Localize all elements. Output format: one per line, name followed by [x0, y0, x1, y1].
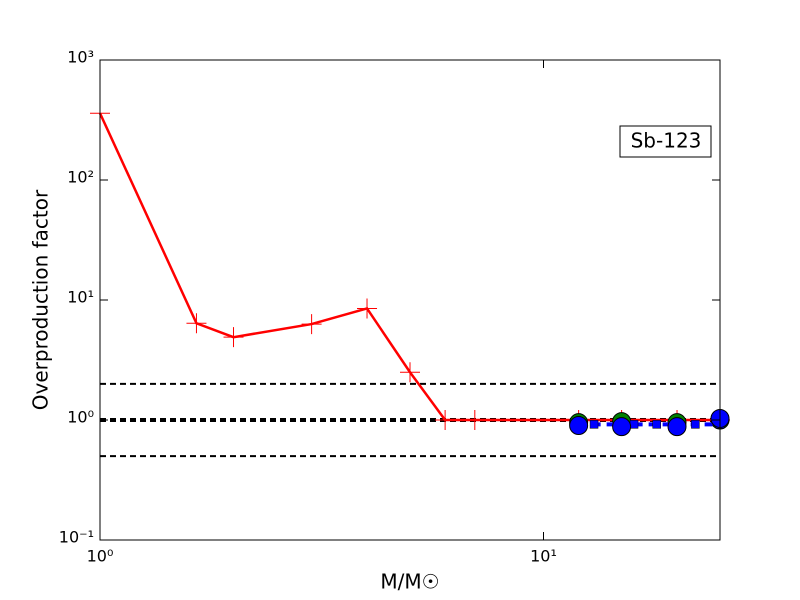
marker	[629, 420, 639, 429]
marker	[223, 327, 244, 348]
y-tick-label: 10³	[67, 48, 94, 67]
marker	[612, 417, 632, 437]
annotation-box	[619, 125, 712, 158]
marker	[400, 362, 420, 383]
x-tick-label: 10¹	[530, 547, 557, 566]
y-axis-label: Overproduction factor	[29, 189, 53, 410]
marker	[186, 313, 207, 334]
marker	[435, 410, 456, 430]
marker	[589, 420, 599, 429]
y-tick-label: 10⁻¹	[59, 528, 94, 547]
marker	[464, 410, 485, 430]
y-tick-label: 10¹	[67, 288, 94, 307]
marker	[301, 314, 322, 335]
annotation: Sb-123	[631, 129, 702, 153]
x-tick-label: 10⁰	[87, 547, 114, 566]
marker	[652, 420, 661, 429]
x-axis-label: M/M☉	[380, 570, 439, 594]
marker	[569, 415, 589, 435]
y-tick-label: 10⁰	[67, 408, 94, 427]
marker	[691, 420, 700, 429]
marker	[357, 298, 378, 319]
marker	[667, 417, 687, 437]
y-tick-label: 10²	[67, 168, 94, 187]
